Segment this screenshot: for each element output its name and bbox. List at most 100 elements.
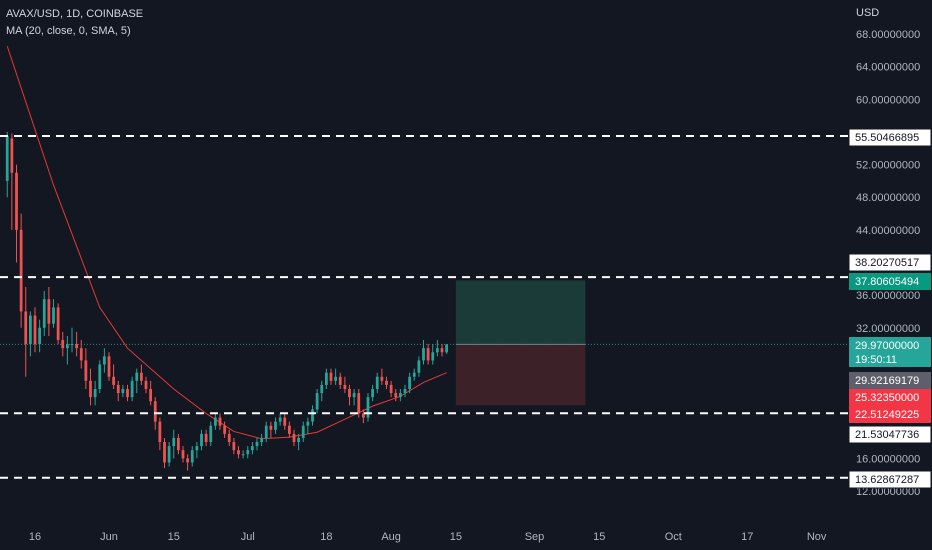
- candle-body: [435, 348, 439, 353]
- candle: [329, 368, 333, 385]
- candle: [93, 380, 97, 406]
- price-badge: 13.62867287: [848, 470, 932, 489]
- currency-label: USD: [856, 7, 880, 19]
- candle: [297, 433, 301, 451]
- candle: [380, 368, 384, 385]
- price-axis[interactable]: 68.00000000 64.00000000 60.00000000 52.0000…: [856, 29, 920, 498]
- candle-body: [264, 425, 268, 438]
- candle-body: [158, 421, 162, 443]
- candle: [352, 388, 356, 406]
- target-zone: [455, 280, 586, 345]
- candle-body: [389, 384, 393, 394]
- y-tick-label: 36.00000000: [856, 290, 920, 302]
- candle: [334, 368, 338, 385]
- candle-body: [61, 340, 65, 349]
- candle-body: [181, 450, 185, 459]
- price-badge-label: 22.51249225: [855, 409, 919, 421]
- candle: [403, 384, 407, 398]
- candle: [181, 446, 185, 463]
- price-badge-label: 29.92169179: [855, 375, 919, 387]
- price-badge-bg: [848, 425, 932, 444]
- candle: [223, 421, 227, 438]
- candle: [10, 133, 14, 230]
- candle: [241, 450, 245, 459]
- price-badge-label: 25.32350000: [855, 392, 919, 404]
- candle-body: [311, 409, 314, 422]
- candle-body: [200, 433, 203, 447]
- candle: [324, 368, 328, 389]
- price-badge: 38.20270517: [848, 253, 932, 272]
- candle-body: [246, 450, 250, 455]
- candle: [89, 368, 92, 406]
- candle-body: [403, 388, 407, 394]
- candle-body: [139, 372, 143, 381]
- candle: [375, 372, 379, 394]
- x-tick-label: 18: [320, 531, 332, 543]
- candle: [163, 437, 166, 469]
- candle-body: [320, 384, 324, 394]
- y-tick-label: 32.00000000: [856, 323, 920, 335]
- candle: [422, 340, 425, 365]
- candle-body: [149, 388, 153, 402]
- candle-body: [227, 433, 231, 443]
- candle-body: [33, 315, 37, 345]
- x-tick-label: Jun: [100, 531, 118, 543]
- candle-body: [301, 425, 305, 438]
- candle-body: [338, 376, 342, 385]
- price-badge-bg: [849, 337, 931, 367]
- candle-body: [89, 380, 92, 398]
- candle-body: [167, 446, 171, 463]
- candle-body: [315, 393, 319, 410]
- candle: [227, 429, 231, 447]
- y-tick-label: 68.00000000: [856, 29, 920, 41]
- candle-body: [144, 380, 148, 389]
- price-badge-label: 38.20270517: [855, 257, 919, 269]
- candle: [435, 340, 439, 357]
- candle: [274, 417, 277, 434]
- time-axis[interactable]: 16 Jun 15 Jul 18 Aug 15 Sep 15 Oct 17 Nov: [29, 531, 827, 543]
- candle-body: [15, 172, 18, 230]
- x-tick-label: Aug: [381, 531, 401, 543]
- price-badge: 29.92169179: [849, 372, 931, 389]
- candle: [42, 291, 46, 336]
- candle-body: [269, 425, 273, 430]
- candle-body: [121, 388, 125, 394]
- price-badge-label: 21.53047736: [855, 429, 919, 441]
- candle: [246, 446, 250, 459]
- candle: [75, 331, 79, 357]
- candle-body: [223, 425, 227, 434]
- candle: [65, 335, 69, 365]
- candle-body: [218, 417, 222, 426]
- indicator-legend[interactable]: MA (20, close, 0, SMA, 5): [6, 25, 131, 37]
- symbol-legend[interactable]: AVAX/USD, 1D, COINBASE: [6, 8, 144, 20]
- x-tick-label: Oct: [665, 531, 682, 543]
- price-badge: 22.51249225: [849, 406, 931, 423]
- price-badge-bg: [849, 372, 931, 389]
- candle: [320, 380, 324, 402]
- candle: [260, 433, 264, 447]
- candle: [394, 388, 398, 402]
- y-tick-label: 64.00000000: [856, 62, 920, 74]
- horizontal-levels: [0, 134, 848, 479]
- candle: [139, 364, 143, 385]
- candle-body: [102, 356, 106, 365]
- candle-body: [408, 376, 412, 389]
- candle: [200, 429, 203, 451]
- candle-body: [306, 421, 310, 426]
- candle: [250, 442, 254, 455]
- candle-body: [431, 352, 435, 361]
- candle: [431, 344, 435, 365]
- price-badge-label: 29.97000000: [855, 340, 919, 352]
- candle-body: [24, 311, 28, 345]
- price-badge-label: 13.62867287: [855, 474, 919, 486]
- candle: [84, 348, 88, 389]
- price-badge-bg: [848, 128, 932, 147]
- candle-body: [274, 421, 277, 430]
- candle: [158, 417, 162, 451]
- candle-body: [394, 393, 398, 398]
- price-badge-bg: [849, 389, 931, 406]
- candle-body: [98, 364, 102, 389]
- candle: [172, 429, 176, 459]
- candle: [33, 307, 37, 353]
